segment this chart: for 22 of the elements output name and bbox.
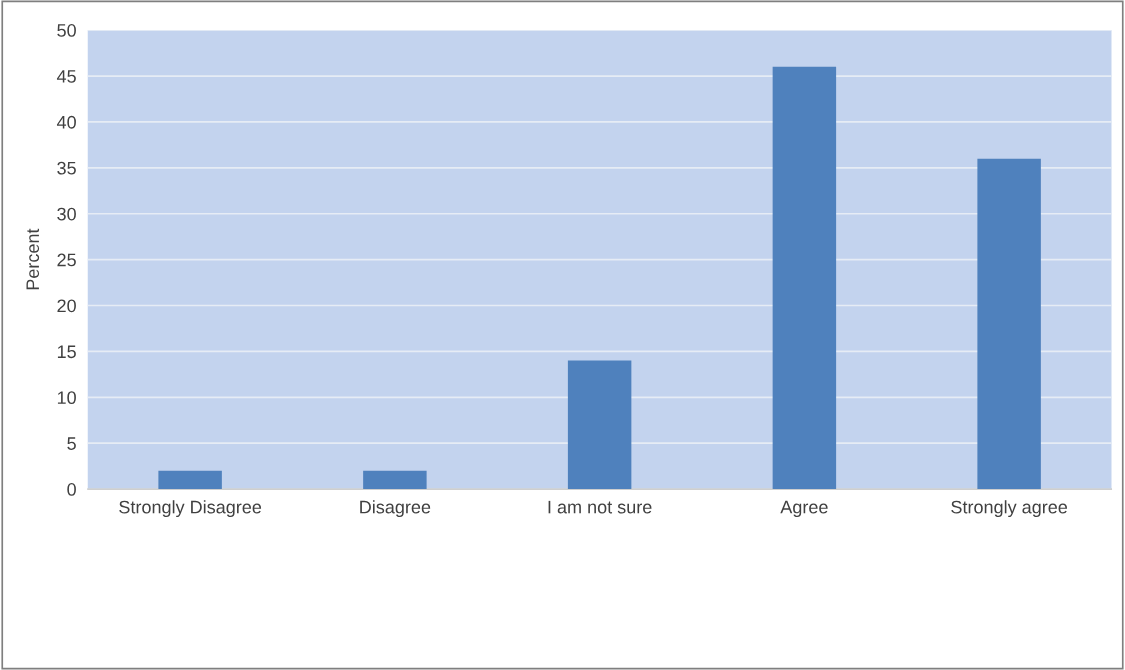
bar bbox=[363, 470, 427, 490]
y-tick-label: 10 bbox=[57, 391, 76, 405]
y-tick-label: 30 bbox=[57, 207, 76, 221]
y-tick-label: 50 bbox=[57, 24, 76, 37]
y-tick-label: 35 bbox=[57, 161, 76, 175]
y-tick-label: 20 bbox=[57, 299, 76, 313]
bar bbox=[977, 158, 1041, 490]
y-tick-label: 15 bbox=[57, 345, 76, 359]
y-tick-label: 45 bbox=[56, 70, 76, 83]
y-tick-label: 25 bbox=[57, 253, 76, 267]
x-tick-label: Disagree bbox=[360, 500, 431, 518]
x-tick-label: Strongly agree bbox=[951, 500, 1068, 518]
x-tick-label: Agree bbox=[780, 500, 828, 518]
bar bbox=[158, 470, 222, 490]
bar bbox=[567, 360, 632, 490]
y-tick-label: 5 bbox=[67, 437, 76, 450]
y-tick-label: 40 bbox=[56, 115, 76, 129]
x-tick-label: Strongly Disagree bbox=[119, 500, 262, 518]
bar bbox=[772, 66, 837, 490]
y-tick-label: 0 bbox=[67, 483, 76, 496]
y-axis-title: Percent bbox=[26, 228, 40, 290]
x-tick-label: I am not sure bbox=[548, 500, 652, 514]
